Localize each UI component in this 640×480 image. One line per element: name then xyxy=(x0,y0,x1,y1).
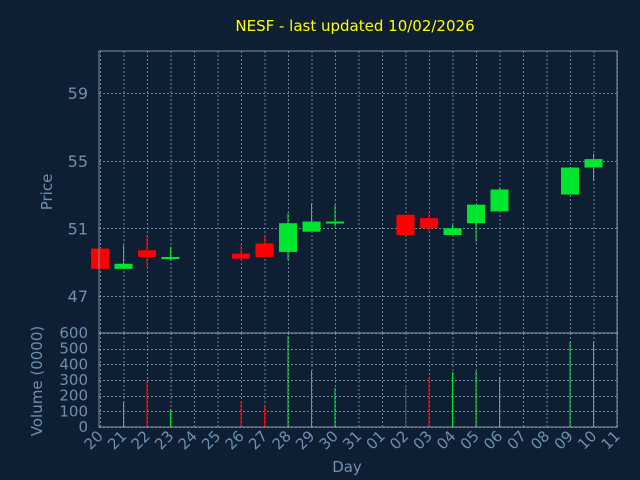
day-tick-label: 09 xyxy=(551,427,577,453)
volume-plot-frame xyxy=(98,332,618,428)
price-tick-label: 47 xyxy=(68,287,88,306)
x-axis-label: Day xyxy=(332,458,362,476)
day-tick-label: 29 xyxy=(292,427,318,453)
candle-body xyxy=(396,214,415,236)
day-tick-label: 06 xyxy=(480,427,506,453)
day-tick-label: 08 xyxy=(527,427,553,453)
day-tick-label: 01 xyxy=(363,427,389,453)
day-tick-label: 11 xyxy=(598,427,624,453)
candle-body xyxy=(91,248,109,269)
day-tick-label: 25 xyxy=(198,427,224,453)
volume-bars xyxy=(123,336,594,427)
volume-axis-label: Volume (0000) xyxy=(28,326,46,436)
volume-tick-label: 300 xyxy=(59,371,88,389)
day-tick-label: 02 xyxy=(386,427,412,453)
candle-body xyxy=(326,221,344,224)
day-tick-label: 05 xyxy=(457,427,483,453)
candle-body xyxy=(279,223,297,252)
day-tick-label: 27 xyxy=(245,427,271,453)
candle-body xyxy=(255,243,274,258)
candle-body xyxy=(302,221,321,232)
chart-title: NESF - last updated 10/02/2026 xyxy=(235,17,474,35)
grid-layer xyxy=(99,51,618,428)
volume-tick-label: 500 xyxy=(59,340,88,358)
day-tick-label: 10 xyxy=(574,427,600,453)
tick-labels: 4751555901002003004005006002021222324252… xyxy=(59,84,623,453)
day-tick-label: 28 xyxy=(269,427,295,453)
volume-tick-label: 400 xyxy=(59,355,88,373)
day-tick-label: 31 xyxy=(339,427,365,453)
candle-body xyxy=(420,218,438,229)
candle-body xyxy=(467,204,485,224)
day-tick-label: 04 xyxy=(433,427,459,453)
candle-body xyxy=(584,159,603,168)
price-tick-label: 55 xyxy=(68,152,88,171)
volume-tick-label: 0 xyxy=(78,418,88,436)
volume-tick-label: 100 xyxy=(59,402,88,420)
volume-tick-label: 200 xyxy=(59,387,88,405)
candle-body xyxy=(138,250,156,258)
price-axis-label: Price xyxy=(38,174,56,211)
candle-body xyxy=(561,167,579,195)
day-tick-label: 07 xyxy=(504,427,530,453)
price-tick-label: 51 xyxy=(68,219,88,238)
plot-frames xyxy=(98,50,618,428)
day-tick-label: 22 xyxy=(128,427,154,453)
day-tick-label: 26 xyxy=(222,427,248,453)
price-tick-label: 59 xyxy=(68,84,88,103)
candle-body xyxy=(161,257,180,260)
candle-body xyxy=(443,228,462,236)
day-tick-label: 24 xyxy=(175,427,201,453)
candle-body xyxy=(114,263,133,269)
day-tick-label: 23 xyxy=(151,427,177,453)
candle-body xyxy=(490,189,509,212)
candles xyxy=(91,154,603,269)
candle-body xyxy=(232,253,250,259)
day-tick-label: 30 xyxy=(316,427,342,453)
day-tick-label: 21 xyxy=(104,427,130,453)
day-tick-label: 03 xyxy=(410,427,436,453)
volume-tick-label: 600 xyxy=(59,324,88,342)
